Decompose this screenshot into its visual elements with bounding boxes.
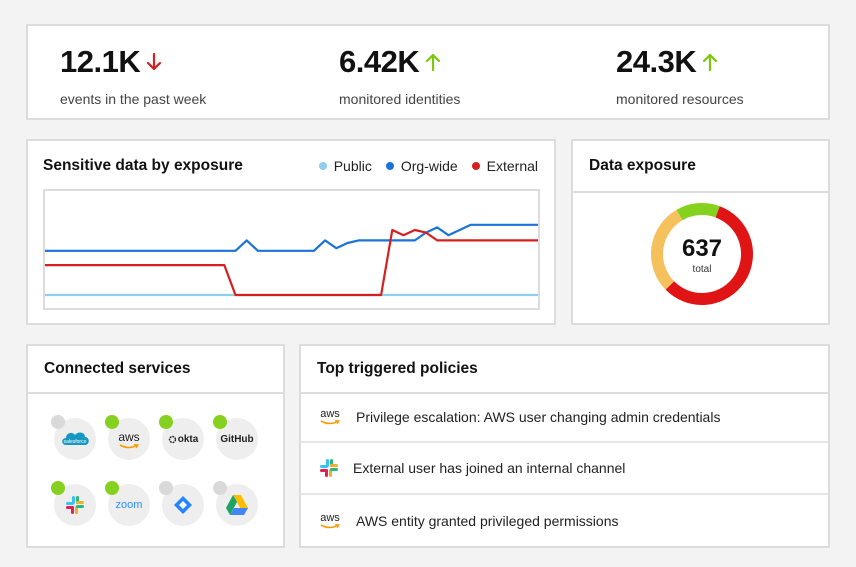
status-dot — [105, 481, 119, 495]
donut-slice-red — [665, 206, 753, 305]
aws-label: aws — [320, 407, 340, 420]
salesforce-label: salesforce — [64, 439, 87, 445]
legend-item-external[interactable]: External — [471, 158, 538, 174]
arrow-down-icon — [147, 52, 162, 71]
stat-resources: 24.3K monitored resources — [616, 44, 744, 107]
stat-value: 24.3K — [616, 44, 697, 79]
status-dot — [105, 415, 119, 429]
status-dot — [51, 415, 65, 429]
legend-dot — [471, 162, 480, 170]
legend-dot — [318, 162, 327, 170]
service-jira[interactable] — [159, 481, 204, 526]
stat-label: monitored identities — [339, 91, 461, 107]
card-header: Top triggered policies — [301, 346, 828, 394]
google-drive-icon — [226, 495, 248, 515]
service-aws[interactable]: aws — [105, 415, 150, 460]
donut-slice-orange — [651, 209, 683, 290]
policy-text: Privilege escalation: AWS user changing … — [356, 408, 721, 425]
chart-legend: Public Org-wide External — [318, 158, 538, 174]
status-dot — [159, 481, 173, 495]
series-line-external — [45, 228, 538, 297]
stats-card: 12.1K events in the past week 6.42K moni… — [26, 24, 830, 120]
policy-text: AWS entity granted privileged permission… — [356, 512, 619, 529]
card-title: Data exposure — [589, 157, 696, 174]
legend-label: Public — [333, 158, 372, 174]
data-exposure-card: Data exposure 637 total — [571, 139, 830, 325]
service-github[interactable]: GitHub — [213, 415, 258, 460]
policy-row[interactable]: aws AWS entity granted privileged permis… — [301, 495, 828, 546]
service-okta[interactable]: okta — [159, 415, 204, 460]
stat-label: events in the past week — [60, 91, 207, 107]
stat-identities: 6.42K monitored identities — [339, 44, 460, 107]
donut-total-label: total — [692, 264, 712, 275]
aws-icon: aws — [317, 511, 343, 531]
github-icon: GitHub — [220, 433, 254, 445]
stat-label: monitored resources — [616, 91, 744, 107]
slack-icon — [318, 458, 340, 478]
aws-label: aws — [320, 511, 340, 524]
legend-label: Org-wide — [400, 158, 458, 174]
status-dot — [213, 481, 227, 495]
arrow-up-icon — [426, 53, 441, 72]
service-salesforce[interactable]: salesforce — [51, 415, 96, 460]
series-line-org-wide — [45, 223, 538, 252]
aws-icon: aws — [118, 429, 140, 449]
card-title: Sensitive data by exposure — [43, 157, 243, 174]
status-dot — [213, 415, 227, 429]
policy-row[interactable]: External user has joined an internal cha… — [301, 443, 828, 495]
stat-value: 6.42K — [339, 44, 420, 79]
top-policies-card: Top triggered policies aws Privilege esc… — [299, 344, 830, 548]
donut-chart-svg — [651, 203, 753, 305]
legend-label: External — [486, 158, 538, 174]
service-slack[interactable] — [51, 481, 96, 526]
card-title: Connected services — [44, 360, 191, 377]
connected-services-card: Connected services salesforce aws okta G… — [26, 344, 285, 548]
arrow-up-icon — [703, 53, 718, 72]
legend-item-public[interactable]: Public — [318, 158, 372, 174]
card-header: Connected services — [28, 346, 283, 394]
donut-slice-green — [676, 203, 720, 221]
status-dot — [159, 415, 173, 429]
aws-icon: aws — [317, 407, 343, 427]
card-header: Data exposure — [573, 141, 828, 193]
salesforce-icon: salesforce — [62, 432, 89, 445]
slack-icon — [66, 496, 84, 514]
donut-center: 637 total — [649, 201, 755, 307]
stat-value: 12.1K — [60, 44, 141, 79]
legend-item-org-wide[interactable]: Org-wide — [385, 158, 458, 174]
service-zoom[interactable]: zoom — [105, 481, 150, 526]
status-dot — [51, 481, 65, 495]
card-title: Top triggered policies — [317, 360, 478, 377]
okta-icon: okta — [168, 433, 199, 445]
legend-dot — [385, 162, 394, 170]
stat-events: 12.1K events in the past week — [60, 44, 206, 107]
donut-chart: 637 total — [649, 201, 755, 307]
policy-row[interactable]: aws Privilege escalation: AWS user chang… — [301, 392, 828, 443]
zoom-icon: zoom — [115, 499, 143, 511]
policy-text: External user has joined an internal cha… — [353, 460, 626, 476]
service-google-drive[interactable] — [213, 481, 258, 526]
sensitive-data-card: Sensitive data by exposure Public Org-wi… — [26, 139, 556, 325]
okta-label: okta — [177, 433, 199, 445]
jira-icon — [174, 496, 192, 514]
donut-total-value: 637 — [681, 235, 723, 262]
line-chart — [43, 189, 540, 310]
aws-label: aws — [118, 429, 140, 444]
line-chart-svg — [45, 223, 538, 297]
